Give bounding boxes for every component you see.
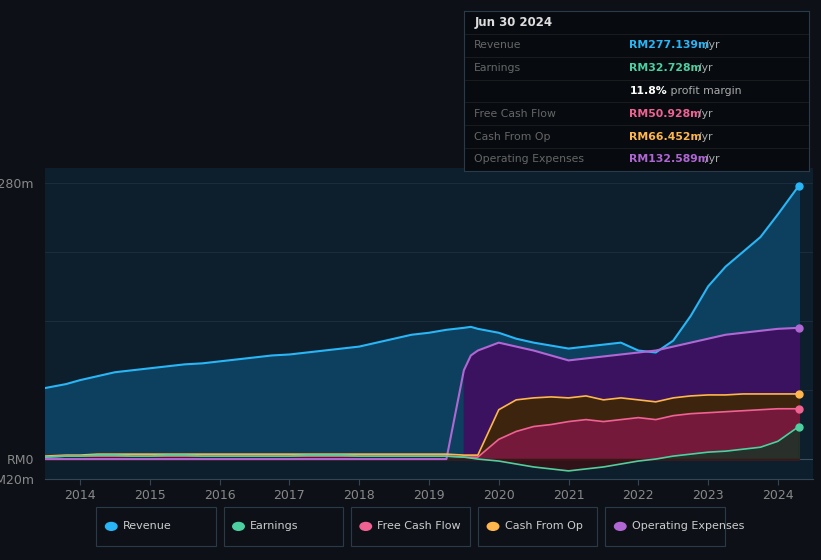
Text: Cash From Op: Cash From Op <box>475 132 551 142</box>
Text: Earnings: Earnings <box>475 63 521 73</box>
Text: /yr: /yr <box>705 40 720 50</box>
Text: Free Cash Flow: Free Cash Flow <box>475 109 556 119</box>
Text: profit margin: profit margin <box>667 86 742 96</box>
Text: Earnings: Earnings <box>250 521 299 531</box>
Text: /yr: /yr <box>698 63 712 73</box>
Text: RM50.928m: RM50.928m <box>630 109 702 119</box>
Text: RM32.728m: RM32.728m <box>630 63 702 73</box>
Text: Operating Expenses: Operating Expenses <box>632 521 744 531</box>
Text: RM66.452m: RM66.452m <box>630 132 702 142</box>
Text: /yr: /yr <box>705 155 720 165</box>
Text: RM277.139m: RM277.139m <box>630 40 709 50</box>
Text: /yr: /yr <box>698 132 712 142</box>
Text: Operating Expenses: Operating Expenses <box>475 155 585 165</box>
Text: /yr: /yr <box>698 109 712 119</box>
Text: Revenue: Revenue <box>123 521 172 531</box>
Text: 11.8%: 11.8% <box>630 86 667 96</box>
Text: Cash From Op: Cash From Op <box>505 521 582 531</box>
Text: Free Cash Flow: Free Cash Flow <box>378 521 461 531</box>
Text: Revenue: Revenue <box>475 40 521 50</box>
Text: Jun 30 2024: Jun 30 2024 <box>475 16 553 29</box>
Text: RM132.589m: RM132.589m <box>630 155 709 165</box>
